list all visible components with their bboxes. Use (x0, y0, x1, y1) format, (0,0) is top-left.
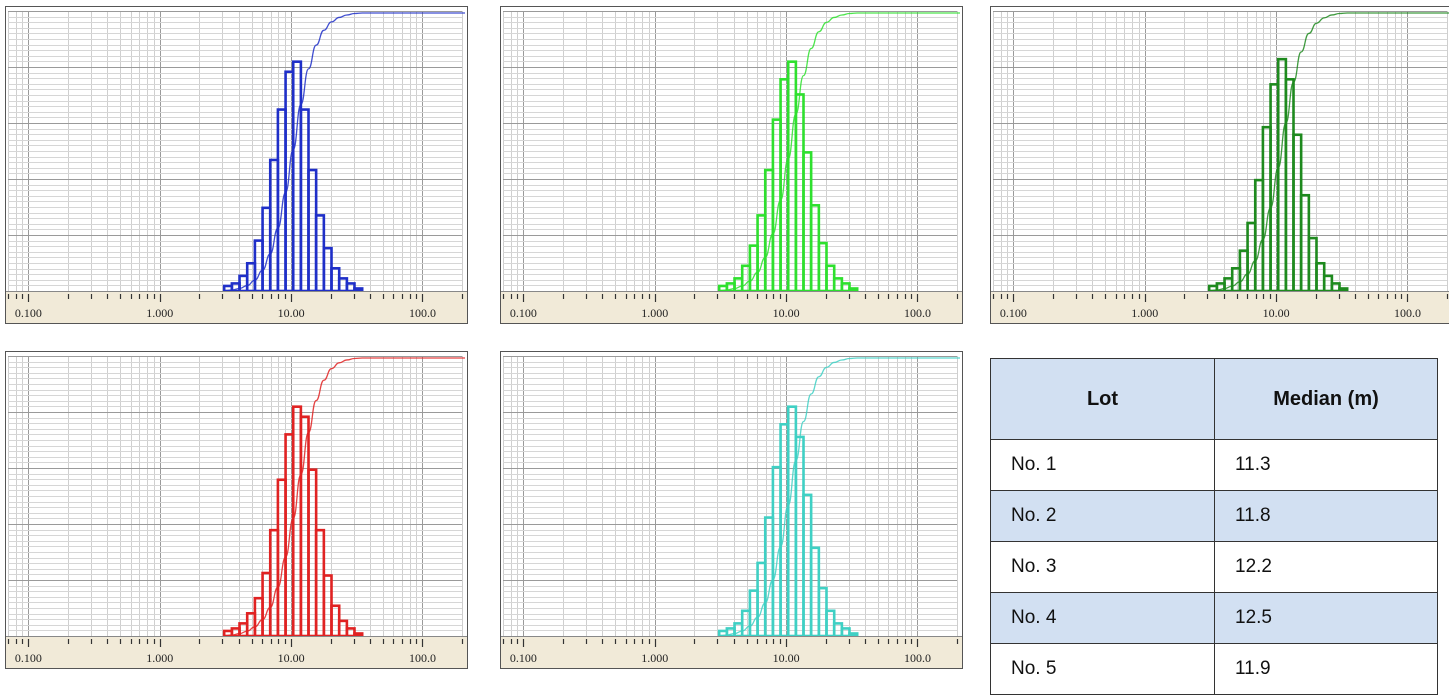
x-tick-label: 1.000 (641, 306, 668, 320)
plot-background (991, 7, 1449, 323)
cumulative-curve (719, 357, 960, 637)
chart-svg: 0.100 1.000 10.00 100.0 (6, 352, 467, 668)
x-tick-label: 0.100 (1000, 306, 1027, 320)
lot-column-header: Lot (990, 358, 1215, 440)
table-header-row: Lot Median (m) (990, 358, 1438, 440)
x-tick-label: 1.000 (146, 306, 173, 320)
x-axis-ticks (7, 639, 464, 647)
distribution-chart-lot-2: 0.100 1.000 10.00 100.0 (500, 6, 963, 324)
distribution-chart-lot-5: 0.100 1.000 10.00 100.0 (500, 351, 963, 669)
x-axis-ticks (7, 294, 464, 302)
median-table: Lot Median (m) No. 1 11.3 No. 2 11.8 No.… (990, 358, 1438, 695)
x-axis-ticks (502, 639, 959, 647)
x-tick-label: 0.100 (510, 306, 537, 320)
distribution-chart-lot-3: 0.100 1.000 10.00 100.0 (990, 6, 1449, 324)
chart-svg: 0.100 1.000 10.00 100.0 (991, 7, 1449, 323)
histogram-bar (1338, 287, 1349, 293)
horizontal-grid (503, 356, 957, 637)
x-axis-strip (501, 291, 962, 323)
lot-cell: No. 5 (990, 643, 1215, 695)
median-cell: 11.8 (1214, 490, 1438, 542)
chart-svg: 0.100 1.000 10.00 100.0 (6, 7, 467, 323)
x-axis-strip (6, 291, 467, 323)
x-tick-label: 10.00 (773, 651, 800, 665)
distribution-chart-lot-4: 0.100 1.000 10.00 100.0 (5, 351, 468, 669)
median-cell: 12.5 (1214, 592, 1438, 644)
x-tick-label: 0.100 (15, 306, 42, 320)
plot-background (501, 352, 962, 668)
table-row: No. 4 12.5 (990, 592, 1438, 644)
x-axis-ticks (502, 294, 959, 302)
x-tick-label: 100.0 (409, 651, 436, 665)
x-tick-label: 10.00 (1263, 306, 1290, 320)
horizontal-grid (993, 11, 1447, 292)
cumulative-curve (224, 357, 465, 637)
x-tick-label: 100.0 (904, 306, 931, 320)
lot-cell: No. 2 (990, 490, 1215, 542)
cumulative-curve (224, 12, 465, 292)
cumulative-curve (1209, 12, 1449, 292)
plot-background (501, 7, 962, 323)
median-cell: 11.3 (1214, 439, 1438, 491)
horizontal-grid (8, 11, 462, 292)
x-axis-strip (991, 291, 1449, 323)
median-cell: 11.9 (1214, 643, 1438, 695)
lot-cell: No. 1 (990, 439, 1215, 491)
x-tick-label: 10.00 (278, 306, 305, 320)
x-tick-label: 100.0 (1394, 306, 1421, 320)
x-tick-label: 100.0 (409, 306, 436, 320)
x-tick-label: 10.00 (773, 306, 800, 320)
median-cell: 12.2 (1214, 541, 1438, 593)
x-axis-strip (6, 636, 467, 668)
x-axis-strip (501, 636, 962, 668)
horizontal-grid (503, 11, 957, 292)
table-row: No. 5 11.9 (990, 643, 1438, 695)
histogram-bar (353, 287, 364, 293)
plot-background (6, 352, 467, 668)
table-row: No. 3 12.2 (990, 541, 1438, 593)
chart-svg: 0.100 1.000 10.00 100.0 (501, 352, 962, 668)
horizontal-grid (8, 356, 462, 637)
x-tick-label: 0.100 (15, 651, 42, 665)
distribution-chart-lot-1: 0.100 1.000 10.00 100.0 (5, 6, 468, 324)
chart-svg: 0.100 1.000 10.00 100.0 (501, 7, 962, 323)
table-row: No. 2 11.8 (990, 490, 1438, 542)
histogram-bar (353, 632, 364, 638)
histogram-bar (848, 287, 859, 293)
histogram-bar (848, 632, 859, 638)
plot-background (6, 7, 467, 323)
lot-cell: No. 4 (990, 592, 1215, 644)
x-tick-label: 1.000 (146, 651, 173, 665)
x-tick-label: 10.00 (278, 651, 305, 665)
x-tick-label: 100.0 (904, 651, 931, 665)
median-column-header: Median (m) (1214, 358, 1438, 440)
table-row: No. 1 11.3 (990, 439, 1438, 491)
x-axis-ticks (992, 294, 1449, 302)
lot-cell: No. 3 (990, 541, 1215, 593)
x-tick-label: 1.000 (1131, 306, 1158, 320)
x-tick-label: 0.100 (510, 651, 537, 665)
cumulative-curve (719, 12, 960, 292)
x-tick-label: 1.000 (641, 651, 668, 665)
